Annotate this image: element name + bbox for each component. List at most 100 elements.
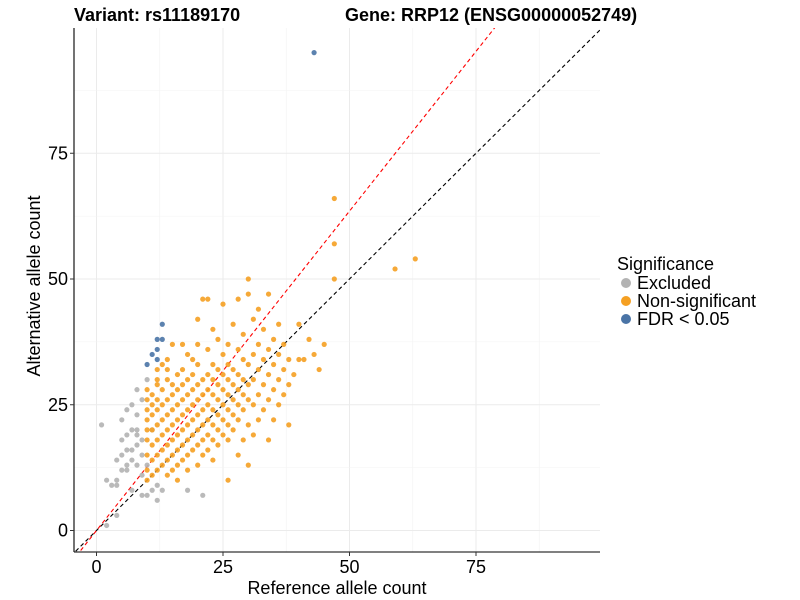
point-non-significant [225, 341, 231, 347]
point-non-significant [230, 412, 236, 418]
reference-line-identity [74, 29, 600, 552]
point-non-significant [159, 402, 165, 408]
point-excluded [104, 522, 110, 529]
point-non-significant [250, 351, 256, 358]
point-excluded [149, 487, 155, 493]
point-non-significant [190, 447, 196, 453]
point-non-significant [190, 387, 196, 393]
point-non-significant [230, 382, 236, 388]
point-non-significant [179, 382, 186, 388]
point-non-significant [271, 361, 277, 368]
point-non-significant [164, 472, 170, 478]
y-axis-title: Alternative allele count [24, 195, 44, 376]
point-excluded [114, 512, 120, 519]
point-excluded [124, 467, 130, 473]
point-non-significant [225, 477, 231, 483]
point-non-significant [205, 371, 211, 378]
reference-line-fitted [78, 28, 496, 552]
point-non-significant [321, 341, 327, 347]
point-non-significant [179, 412, 186, 418]
point-non-significant [225, 361, 231, 368]
point-non-significant [190, 417, 196, 423]
x-tick-label: 25 [213, 557, 233, 577]
point-excluded [144, 492, 150, 498]
point-non-significant [210, 457, 216, 463]
point-excluded [114, 457, 120, 463]
point-non-significant [200, 377, 206, 383]
point-non-significant [195, 382, 201, 388]
point-non-significant [240, 331, 246, 337]
y-tick-label: 50 [48, 269, 68, 289]
point-non-significant [164, 366, 170, 373]
point-non-significant [215, 427, 221, 433]
point-non-significant [195, 442, 201, 448]
point-non-significant [331, 241, 337, 247]
point-non-significant [250, 402, 256, 408]
point-excluded [144, 377, 150, 383]
point-non-significant [220, 371, 226, 378]
point-non-significant [220, 432, 226, 438]
point-fdr-0-05 [154, 346, 160, 353]
point-non-significant [195, 427, 201, 433]
point-non-significant [200, 437, 206, 443]
point-non-significant [215, 382, 221, 388]
point-non-significant [255, 392, 262, 398]
legend-swatch-excluded [621, 278, 631, 288]
point-non-significant [311, 351, 317, 358]
point-non-significant [230, 321, 236, 327]
point-excluded [154, 497, 160, 503]
point-non-significant [179, 341, 186, 347]
point-non-significant [195, 341, 201, 347]
point-non-significant [179, 457, 186, 463]
point-non-significant [149, 402, 155, 408]
tick-labels: 0 25 50 75 0 25 50 75 [48, 143, 486, 577]
reference-lines [74, 28, 600, 552]
point-non-significant [169, 392, 175, 398]
point-non-significant [215, 442, 221, 448]
point-non-significant [184, 392, 191, 398]
point-non-significant [184, 437, 191, 443]
point-non-significant [225, 407, 231, 413]
point-non-significant [210, 392, 216, 398]
point-non-significant [260, 382, 267, 388]
point-non-significant [200, 452, 206, 458]
point-non-significant [230, 366, 236, 373]
point-non-significant [159, 432, 165, 438]
point-non-significant [200, 296, 206, 302]
point-excluded [134, 412, 140, 418]
legend-label-nonsig: Non-significant [637, 291, 756, 311]
point-non-significant [240, 377, 246, 383]
point-fdr-0-05 [311, 50, 317, 56]
point-excluded [139, 437, 145, 443]
legend: Significance Excluded Non-significant FD… [617, 254, 756, 329]
point-non-significant [245, 382, 251, 388]
point-non-significant [265, 371, 272, 378]
point-non-significant [184, 467, 191, 473]
point-non-significant [205, 346, 211, 353]
point-non-significant [235, 346, 241, 353]
point-non-significant [154, 382, 160, 388]
point-non-significant [331, 195, 337, 202]
point-non-significant [144, 387, 150, 393]
x-tick-label: 75 [466, 557, 486, 577]
point-non-significant [144, 452, 150, 458]
point-non-significant [205, 402, 211, 408]
data-points [98, 50, 418, 529]
point-non-significant [179, 397, 186, 403]
point-excluded [184, 487, 191, 493]
point-non-significant [195, 397, 201, 403]
point-fdr-0-05 [159, 321, 165, 327]
point-non-significant [149, 472, 155, 478]
point-excluded [134, 462, 140, 468]
point-non-significant [235, 402, 241, 408]
point-fdr-0-05 [144, 361, 150, 368]
point-non-significant [190, 371, 196, 378]
point-excluded [124, 432, 130, 438]
point-non-significant [276, 402, 282, 408]
point-non-significant [159, 387, 165, 393]
point-non-significant [281, 341, 287, 347]
point-non-significant [200, 422, 206, 428]
point-non-significant [245, 462, 251, 468]
point-non-significant [164, 412, 170, 418]
